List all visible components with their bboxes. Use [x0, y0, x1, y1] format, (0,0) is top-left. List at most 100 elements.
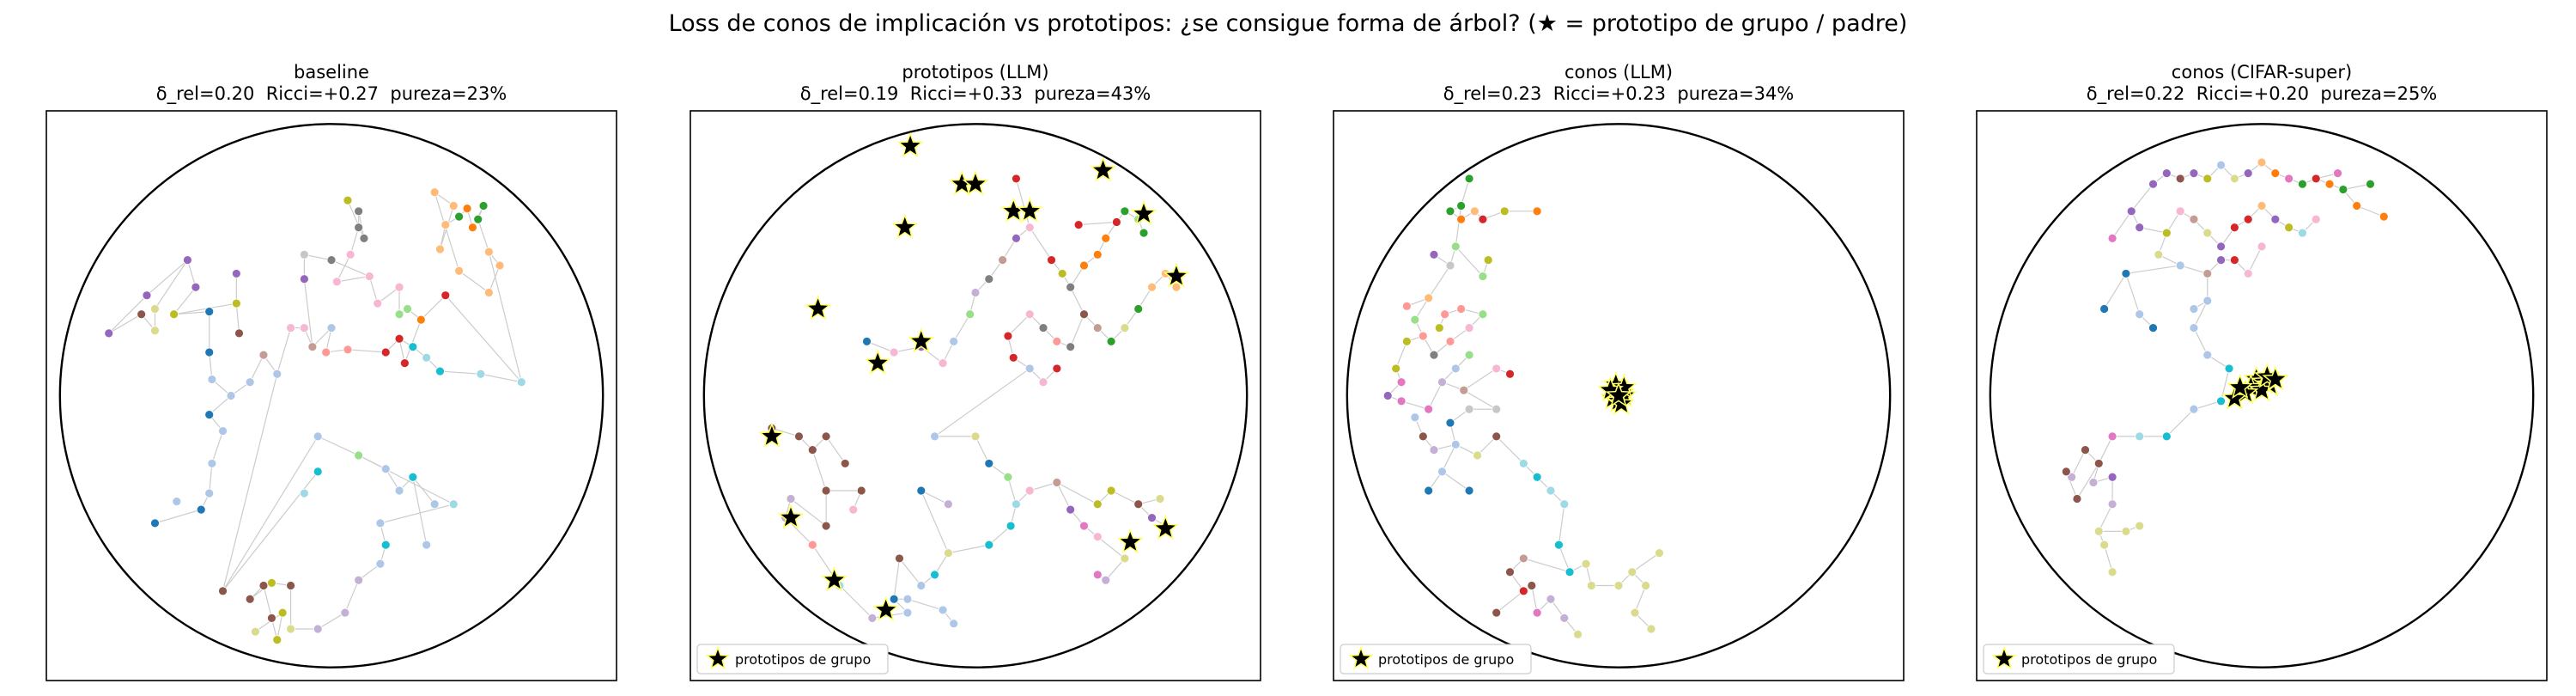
data-point — [478, 201, 489, 211]
data-point — [2202, 269, 2213, 278]
data-point — [380, 347, 391, 357]
data-point — [862, 336, 872, 346]
tree-edge — [898, 558, 922, 586]
panel-title-prototipos-llm: prototipos (LLM) δ_rel=0.19 Ricci=+0.33 p… — [690, 62, 1261, 105]
data-point — [354, 223, 364, 233]
data-point — [435, 366, 445, 376]
tree-edge — [1070, 286, 1085, 315]
prototype-star-icon — [1130, 199, 1157, 226]
tree-edge — [404, 319, 422, 363]
data-point — [867, 613, 878, 623]
data-point — [2189, 304, 2199, 314]
tree-edge — [1558, 544, 1571, 572]
data-point — [462, 204, 472, 214]
panel-title-conos-cifar: conos (CIFAR-super) δ_rel=0.22 Ricci=+0.2… — [1977, 62, 2547, 105]
tree-edge — [920, 490, 949, 553]
data-point — [2088, 478, 2099, 487]
data-point — [2243, 214, 2253, 224]
data-point — [1073, 220, 1084, 230]
data-point — [2311, 214, 2321, 224]
prototype-star-icon — [777, 504, 805, 529]
data-point — [2107, 567, 2117, 577]
prototype-star-icon — [805, 295, 832, 321]
tree-edge — [2247, 246, 2263, 274]
data-point — [1410, 412, 1420, 423]
data-point — [196, 504, 206, 515]
prototype-star-icon — [1090, 156, 1117, 182]
data-point — [984, 274, 994, 284]
prototype-star-icon — [891, 213, 919, 239]
tree-edge — [347, 349, 386, 353]
tree-edge — [1110, 490, 1139, 505]
data-point — [440, 220, 451, 230]
data-point — [916, 581, 927, 590]
legend-star-icon — [705, 645, 731, 670]
tree-edge — [825, 436, 846, 464]
data-point — [2107, 499, 2117, 510]
tree-edge — [155, 509, 202, 524]
data-points — [1382, 174, 1664, 639]
tree-edge — [488, 265, 501, 293]
data-point — [1092, 249, 1103, 259]
data-point — [476, 369, 486, 379]
legend-star-icon — [1991, 645, 2017, 670]
data-point — [2284, 174, 2294, 184]
data-point — [340, 607, 350, 618]
data-point — [2099, 304, 2110, 314]
legend-star-icon — [1348, 645, 1374, 670]
data-point — [2135, 223, 2145, 233]
data-point — [1456, 201, 1467, 211]
data-point — [970, 431, 981, 442]
data-points — [2061, 157, 2389, 577]
data-point — [1559, 499, 1570, 510]
data-point — [1024, 309, 1035, 320]
data-point — [1101, 575, 1111, 585]
tree-edge — [1056, 481, 1098, 505]
data-point — [2216, 255, 2226, 266]
tree-edge — [1007, 477, 1018, 504]
data-point — [807, 540, 817, 550]
data-point — [1456, 214, 1467, 224]
tree-edge — [2104, 544, 2113, 572]
data-point — [2333, 168, 2342, 179]
data-point — [930, 570, 939, 580]
data-point — [1092, 570, 1103, 580]
data-point — [2061, 467, 2071, 477]
tree-edge — [1029, 227, 1053, 260]
data-point — [258, 350, 269, 360]
prototype-stars — [2221, 363, 2289, 410]
data-point — [394, 485, 404, 496]
data-point — [1052, 478, 1062, 487]
tree-edge — [1105, 558, 1126, 581]
data-point — [1079, 521, 1089, 531]
tree-edge — [2193, 327, 2208, 356]
data-point — [142, 290, 152, 301]
data-point — [354, 450, 364, 461]
data-point — [1646, 624, 1656, 634]
data-point — [943, 548, 953, 559]
data-point — [1092, 499, 1103, 510]
tree-edge — [317, 436, 359, 456]
tree-edge — [336, 254, 351, 283]
tree-edge — [1496, 436, 1524, 464]
data-point — [245, 594, 255, 604]
data-point — [448, 201, 459, 211]
chart-panel-1: prototipos de grupo — [690, 110, 1261, 681]
tree-edge — [349, 227, 360, 255]
data-point — [965, 309, 975, 320]
data-point — [1418, 331, 1428, 341]
data-point — [218, 586, 228, 596]
data-point — [258, 581, 269, 590]
data-point — [375, 559, 386, 569]
data-point — [2243, 168, 2253, 179]
data-point — [1554, 540, 1564, 550]
data-point — [2121, 269, 2131, 278]
data-point — [313, 624, 323, 634]
tree-edge — [2098, 504, 2113, 532]
data-point — [1391, 363, 1401, 374]
data-point — [448, 499, 459, 510]
prototype-star-icon — [1605, 382, 1632, 407]
tree-edge — [1558, 504, 1565, 546]
data-point — [1532, 607, 1542, 618]
tree-edge — [211, 430, 224, 464]
